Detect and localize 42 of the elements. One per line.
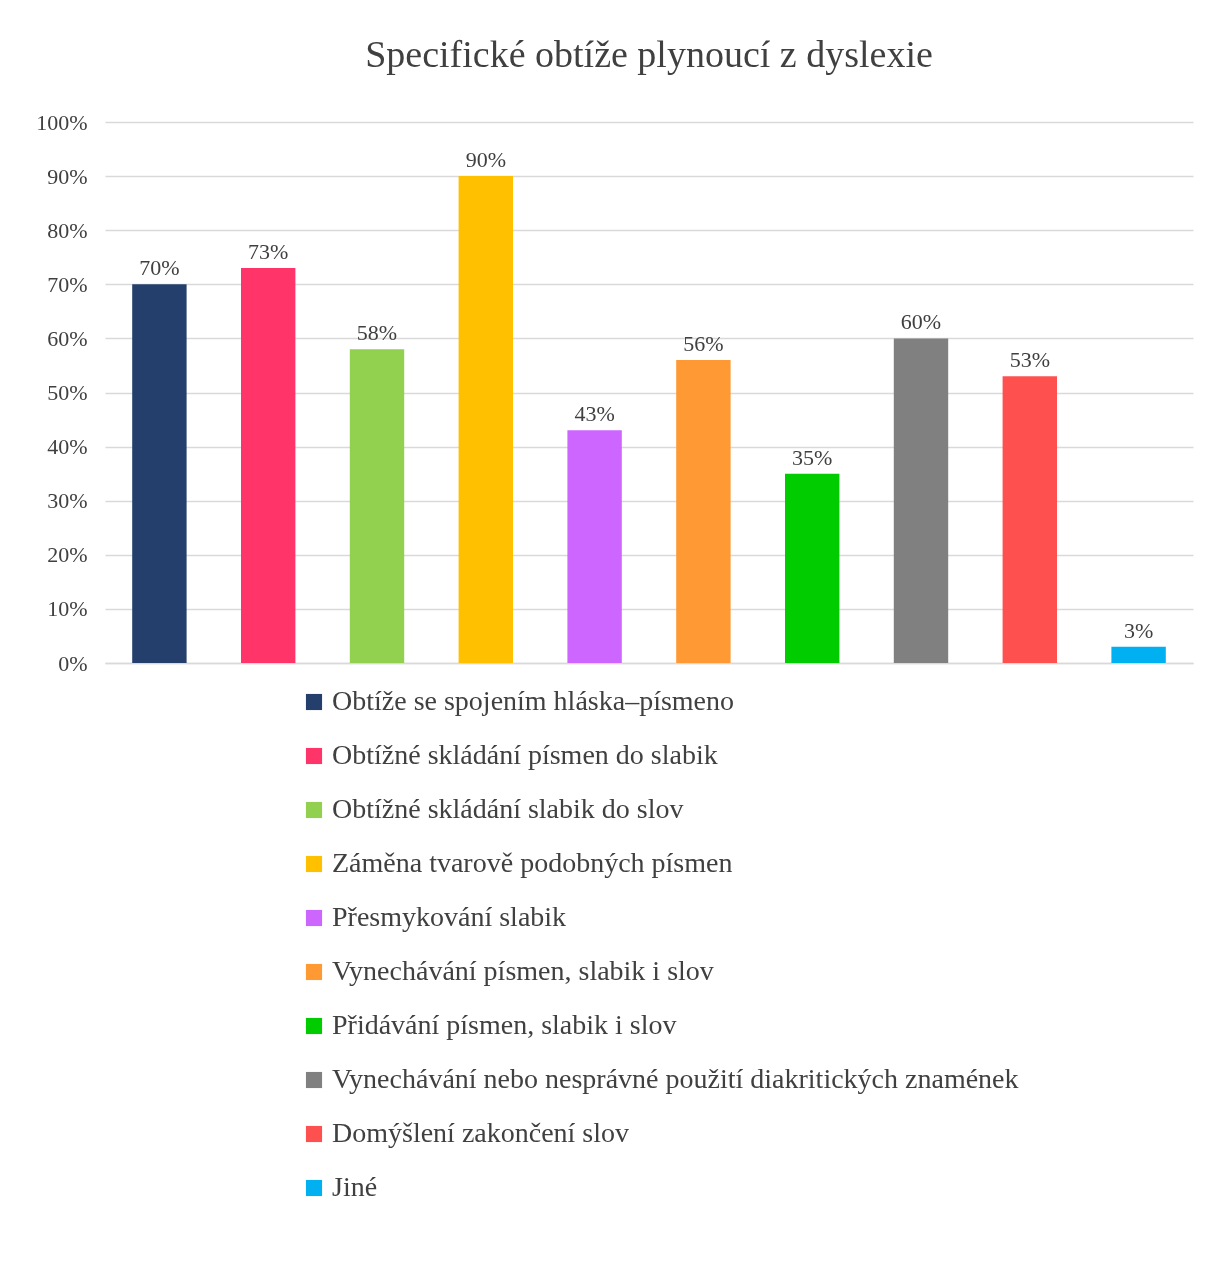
y-tick-label: 80% [47,217,88,243]
data-label: 35% [792,444,833,470]
legend-label: Přidávání písmen, slabik i slov [332,1009,677,1040]
legend-label: Záměna tvarově podobných písmen [332,847,733,878]
bar [349,349,405,663]
bar [241,268,296,663]
y-tick-label: 70% [47,271,88,297]
data-label: 90% [465,147,506,173]
y-tick-label: 30% [47,488,88,514]
y-tick-label: 0% [58,650,88,676]
chart-title: Specifické obtíže plynoucí z dyslexie [365,33,933,75]
legend-label: Vynechávání nebo nesprávné použití diakritických znamének [332,1063,1019,1094]
y-tick-label: 60% [47,325,88,351]
y-tick-label: 100% [36,109,88,135]
bar [1002,376,1057,663]
y-tick-label: 40% [47,434,88,460]
legend-label: Vynechávání písmen, slabik i slov [332,955,714,986]
legend-label: Jiné [332,1171,378,1202]
data-label: 53% [1009,347,1050,373]
legend-label: Domýšlení zakončení slov [332,1117,630,1148]
legend-label: Přesmykování slabik [332,901,567,932]
bar [785,473,840,663]
y-tick-label: 10% [47,596,88,622]
y-tick-label: 50% [47,380,88,405]
bar [1111,646,1166,663]
y-tick-label: 20% [47,542,88,568]
data-label: 58% [356,320,398,346]
data-label: 3% [1123,617,1154,643]
legend-label: Obtížné skládání slabik do slov [332,793,684,824]
bar [893,338,949,663]
data-label: 70% [139,255,180,281]
data-label: 56% [683,331,724,357]
legend-label: Obtíže se spojením hláska–písmeno [332,685,735,716]
data-label: 43% [574,401,615,427]
data-label: 73% [248,239,289,265]
legend-label: Obtížné skládání písmen do slabik [332,739,718,770]
bar [458,176,513,663]
bar [567,430,622,663]
y-tick-label: 90% [47,163,88,189]
bar [676,360,731,663]
bar [132,284,187,663]
data-label: 60% [900,309,942,335]
